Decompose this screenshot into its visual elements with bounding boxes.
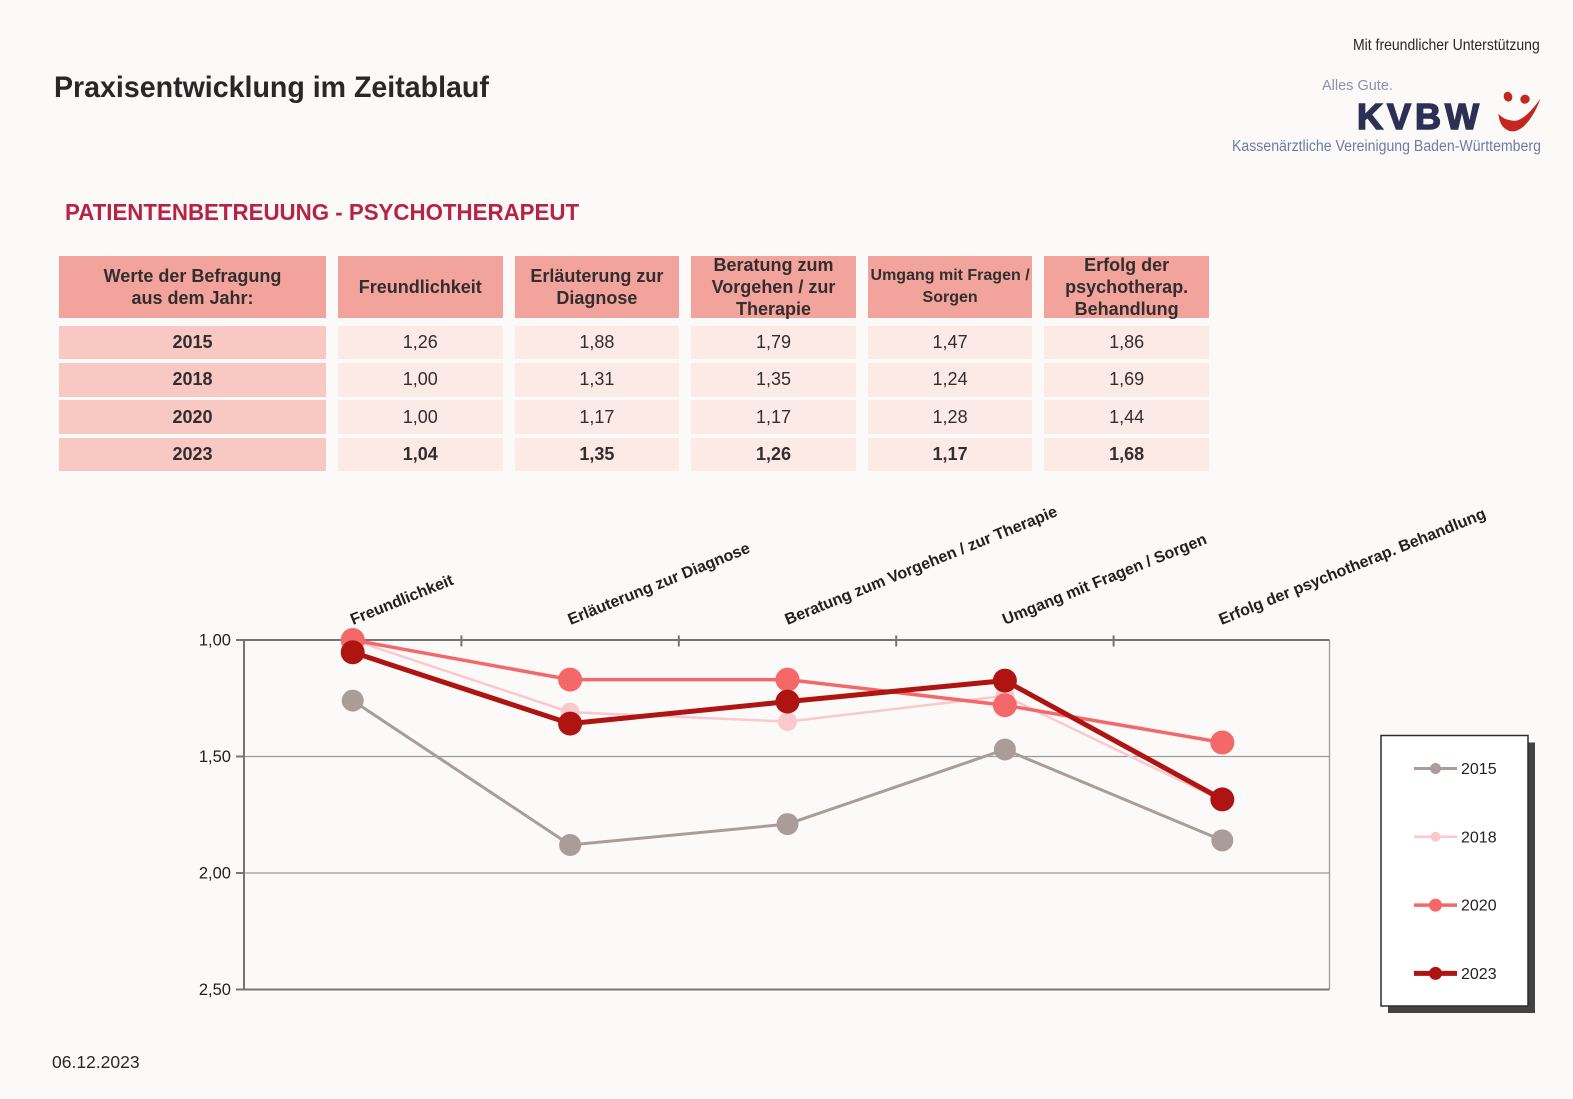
svg-text:2015: 2015 — [1461, 761, 1497, 778]
svg-text:2020: 2020 — [1461, 898, 1497, 915]
svg-text:1,50: 1,50 — [199, 748, 231, 766]
svg-text:2018: 2018 — [1461, 829, 1497, 846]
svg-text:Erläuterung zur Diagnose: Erläuterung zur Diagnose — [566, 540, 753, 629]
svg-text:2,00: 2,00 — [199, 865, 231, 883]
svg-text:Freundlichkeit: Freundlichkeit — [348, 572, 456, 629]
svg-text:2023: 2023 — [1461, 966, 1497, 983]
svg-text:Umgang mit Fragen / Sorgen: Umgang mit Fragen / Sorgen — [1000, 531, 1209, 629]
svg-text:Erfolg der psychotherap. Behan: Erfolg der psychotherap. Behandlung — [1217, 506, 1489, 629]
svg-text:1,00: 1,00 — [199, 632, 231, 650]
svg-text:2,50: 2,50 — [199, 981, 231, 999]
